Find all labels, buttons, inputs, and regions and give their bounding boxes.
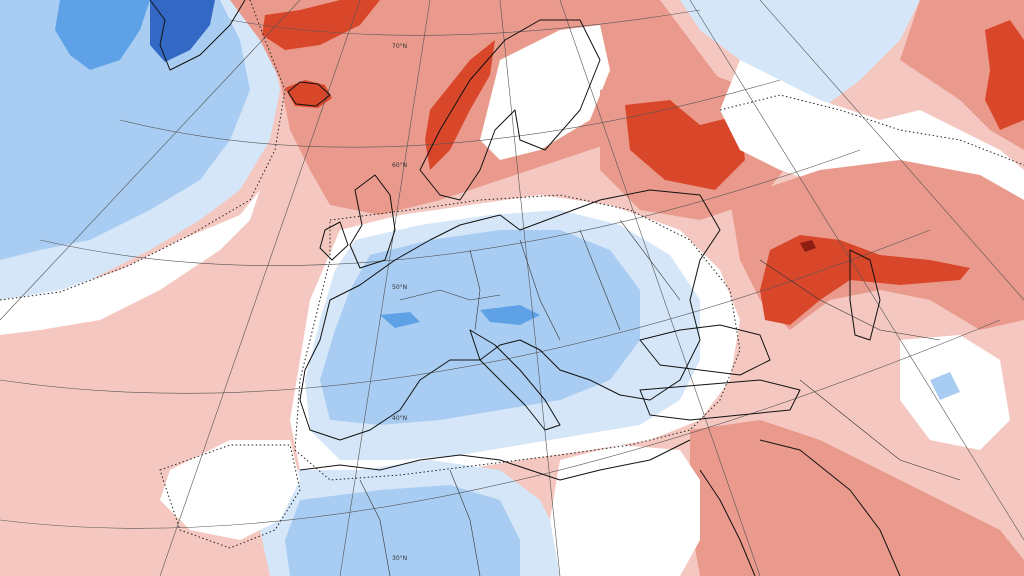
border-7 — [799, 379, 961, 481]
meridian-w30 — [0, 0, 301, 321]
zero-contours — [0, 0, 1024, 549]
borders — [359, 219, 961, 576]
cool-anomaly-northeast — [680, 0, 920, 110]
meridian-e45 — [689, 0, 1024, 541]
meridian-e15 — [499, 0, 561, 576]
coast-scandinavia — [419, 19, 601, 201]
border-9 — [449, 469, 481, 576]
border-8 — [359, 479, 391, 576]
coast-iceland — [287, 81, 331, 107]
coast-british-isles — [319, 174, 396, 269]
parallel-70 — [229, 9, 701, 36]
lat-label-40: 40°N — [392, 415, 407, 422]
border-2 — [469, 249, 481, 331]
strong-warm-russia — [625, 100, 745, 190]
coast-north-africa — [299, 439, 691, 481]
white-east-med — [550, 445, 700, 576]
cool-anomaly-alps — [480, 305, 540, 325]
border-6 — [759, 259, 941, 341]
latitude-labels: 70°N 60°N 50°N 40°N 30°N — [392, 43, 407, 562]
meridian-e60 — [759, 0, 1024, 301]
very-cold-greenland — [150, 0, 215, 62]
lat-label-60: 60°N — [392, 162, 407, 169]
parallel-60 — [119, 79, 781, 148]
cool-anomaly-europe-core — [320, 230, 640, 425]
cool-anomaly-north-africa-core — [285, 485, 520, 576]
cool-spot-iran — [930, 372, 960, 400]
strong-warm-far-northeast — [985, 20, 1024, 130]
meridian-e30 — [559, 0, 761, 576]
contour-sahara — [159, 444, 301, 549]
coast-greenland — [149, 0, 246, 71]
strong-warm-caspian — [760, 235, 970, 325]
border-4 — [579, 229, 621, 331]
coast-caspian — [849, 249, 881, 341]
lat-label-70: 70°N — [392, 43, 407, 50]
lat-label-30: 30°N — [392, 555, 407, 562]
parallel-30 — [0, 319, 1001, 529]
coast-italy — [469, 329, 561, 431]
border-1 — [399, 289, 501, 301]
coastlines — [149, 0, 901, 576]
white-scandinavia — [480, 25, 610, 160]
meridian-w15 — [159, 0, 361, 576]
strong-warm-norway — [425, 40, 495, 170]
border-3 — [519, 239, 561, 341]
coast-arabia — [759, 439, 901, 576]
cool-anomaly-france — [380, 312, 420, 328]
warm-anomaly-arabia — [690, 420, 1024, 576]
strong-warm-iceland — [285, 80, 332, 108]
border-5 — [619, 219, 681, 301]
cool-anomaly-greenland — [55, 0, 150, 70]
coast-black-sea — [639, 324, 771, 376]
coast-continent — [299, 189, 721, 441]
parallel-50 — [39, 149, 861, 266]
parallel-40 — [0, 229, 931, 394]
strong-warm-arctic-north — [262, 0, 380, 50]
darkest-warm-caucasus — [800, 240, 816, 252]
white-sahara-west — [160, 440, 300, 540]
lat-label-50: 50°N — [392, 284, 407, 291]
coast-red-sea — [699, 469, 756, 576]
meridian-0 — [339, 0, 431, 576]
cool-anomaly-north-atlantic-core — [0, 0, 250, 260]
coast-turkey — [639, 379, 801, 421]
contour-atlantic — [0, 0, 286, 301]
white-band-atlantic — [0, 190, 260, 335]
